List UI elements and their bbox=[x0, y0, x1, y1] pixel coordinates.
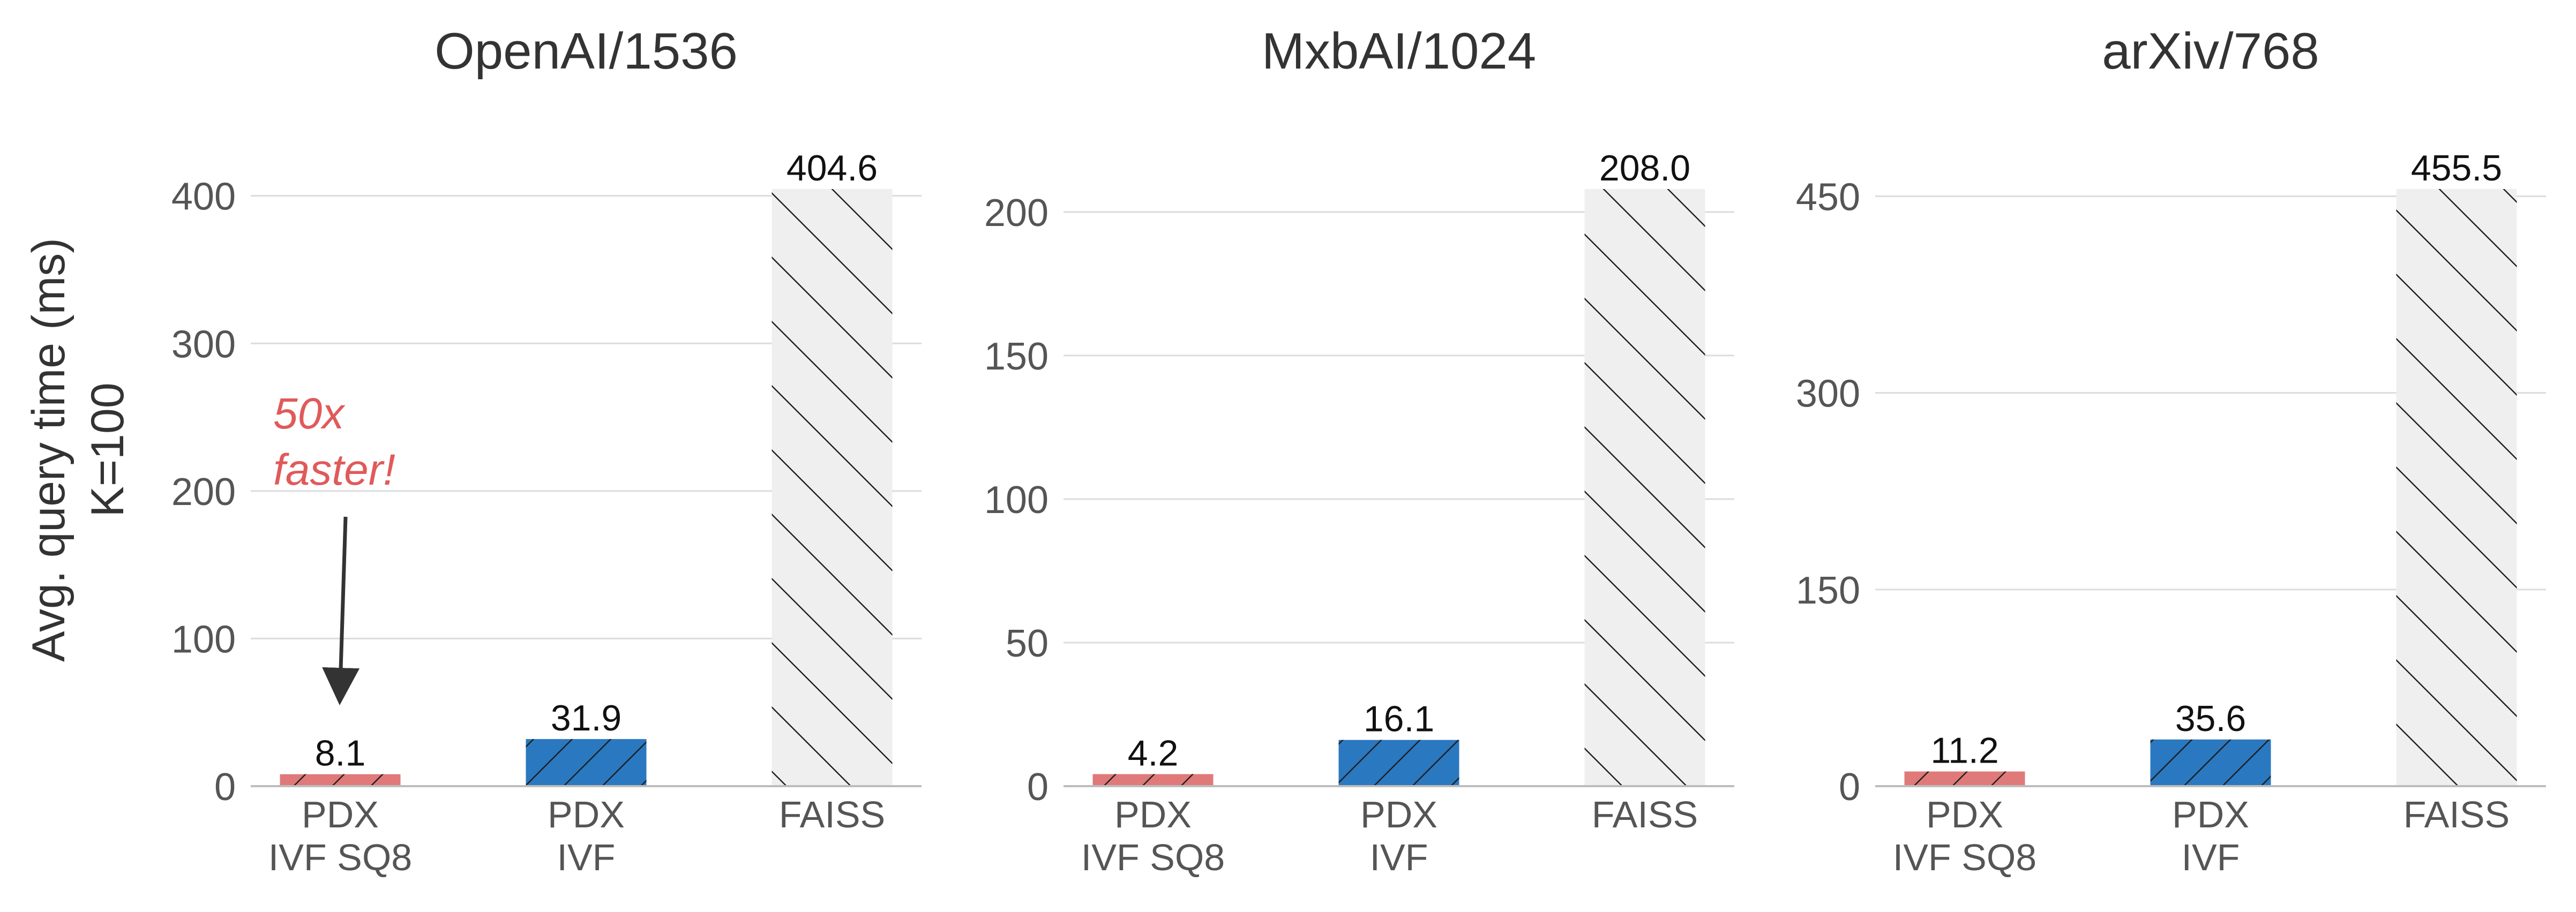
bar-hatch bbox=[526, 739, 647, 786]
y-tick-label: 450 bbox=[1796, 176, 1860, 218]
bar-hatch bbox=[1584, 189, 1705, 786]
annotation-arrow bbox=[322, 516, 360, 705]
bar-pdx-ivf bbox=[1338, 740, 1459, 786]
bar-value-label: 35.6 bbox=[2175, 698, 2246, 739]
x-tick-label: PDX bbox=[1114, 794, 1192, 835]
x-tick-label: IVF bbox=[557, 836, 616, 878]
y-tick-label: 0 bbox=[214, 766, 236, 809]
chart-title: arXiv/768 bbox=[2102, 22, 2319, 80]
bar-pdx-ivf-sq8 bbox=[1904, 771, 2025, 786]
bar-value-label: 31.9 bbox=[551, 698, 621, 738]
bar-pdx-ivf bbox=[526, 739, 647, 786]
chart-title: OpenAI/1536 bbox=[435, 22, 738, 80]
bar-value-label: 404.6 bbox=[787, 148, 878, 189]
x-tick-label: FAISS bbox=[1592, 794, 1698, 835]
bar-hatch bbox=[1904, 771, 2025, 786]
y-tick-label: 0 bbox=[1027, 766, 1049, 809]
y-tick-label: 400 bbox=[171, 176, 236, 218]
x-tick-label: PDX bbox=[302, 794, 379, 835]
bar-hatch bbox=[2396, 189, 2517, 786]
bar-faiss bbox=[2396, 189, 2517, 786]
x-tick-label: IVF bbox=[1370, 836, 1428, 878]
annotation-faster: faster! bbox=[273, 446, 395, 494]
x-tick-label: PDX bbox=[1926, 794, 2003, 835]
bar-hatch bbox=[280, 774, 401, 786]
annotation-50x: 50x bbox=[273, 389, 346, 438]
y-axis-label-line1: Avg. query time (ms) bbox=[23, 238, 74, 662]
bar-value-label: 8.1 bbox=[315, 733, 366, 774]
y-tick-label: 200 bbox=[171, 471, 236, 514]
y-tick-label: 300 bbox=[171, 323, 236, 366]
bar-value-label: 4.2 bbox=[1128, 733, 1179, 773]
x-tick-label: FAISS bbox=[2403, 794, 2510, 835]
y-tick-label: 200 bbox=[984, 192, 1049, 235]
y-tick-label: 150 bbox=[984, 335, 1049, 378]
bar-value-label: 455.5 bbox=[2411, 148, 2502, 189]
x-tick-label: IVF bbox=[2182, 836, 2240, 878]
x-tick-label: FAISS bbox=[779, 794, 885, 835]
bar-hatch bbox=[2150, 739, 2271, 786]
y-tick-label: 0 bbox=[1839, 766, 1860, 809]
x-tick-label: PDX bbox=[548, 794, 625, 835]
bar-hatch bbox=[1092, 774, 1214, 786]
x-tick-label: IVF SQ8 bbox=[1081, 836, 1225, 878]
bar-value-label: 16.1 bbox=[1364, 699, 1434, 740]
bar-pdx-ivf-sq8 bbox=[280, 774, 401, 786]
bar-hatch bbox=[1338, 740, 1459, 786]
x-tick-label: IVF SQ8 bbox=[1893, 836, 2036, 878]
bar-pdx-ivf bbox=[2150, 739, 2271, 786]
bar-faiss bbox=[772, 189, 893, 786]
bar-faiss bbox=[1584, 189, 1705, 786]
x-tick-label: PDX bbox=[1360, 794, 1437, 835]
y-tick-label: 50 bbox=[1006, 622, 1049, 665]
y-tick-label: 300 bbox=[1796, 373, 1860, 416]
y-tick-label: 150 bbox=[1796, 569, 1860, 612]
y-axis-label-line2: K=100 bbox=[82, 382, 133, 517]
y-tick-label: 100 bbox=[171, 618, 236, 661]
y-tick-label: 100 bbox=[984, 479, 1049, 522]
bar-value-label: 11.2 bbox=[1930, 730, 1998, 771]
bar-hatch bbox=[772, 189, 893, 786]
bar-pdx-ivf-sq8 bbox=[1092, 774, 1214, 786]
chart-title: MxbAI/1024 bbox=[1262, 22, 1536, 80]
x-tick-label: PDX bbox=[2172, 794, 2249, 835]
x-tick-label: IVF SQ8 bbox=[268, 836, 412, 878]
bar-value-label: 208.0 bbox=[1599, 148, 1690, 189]
